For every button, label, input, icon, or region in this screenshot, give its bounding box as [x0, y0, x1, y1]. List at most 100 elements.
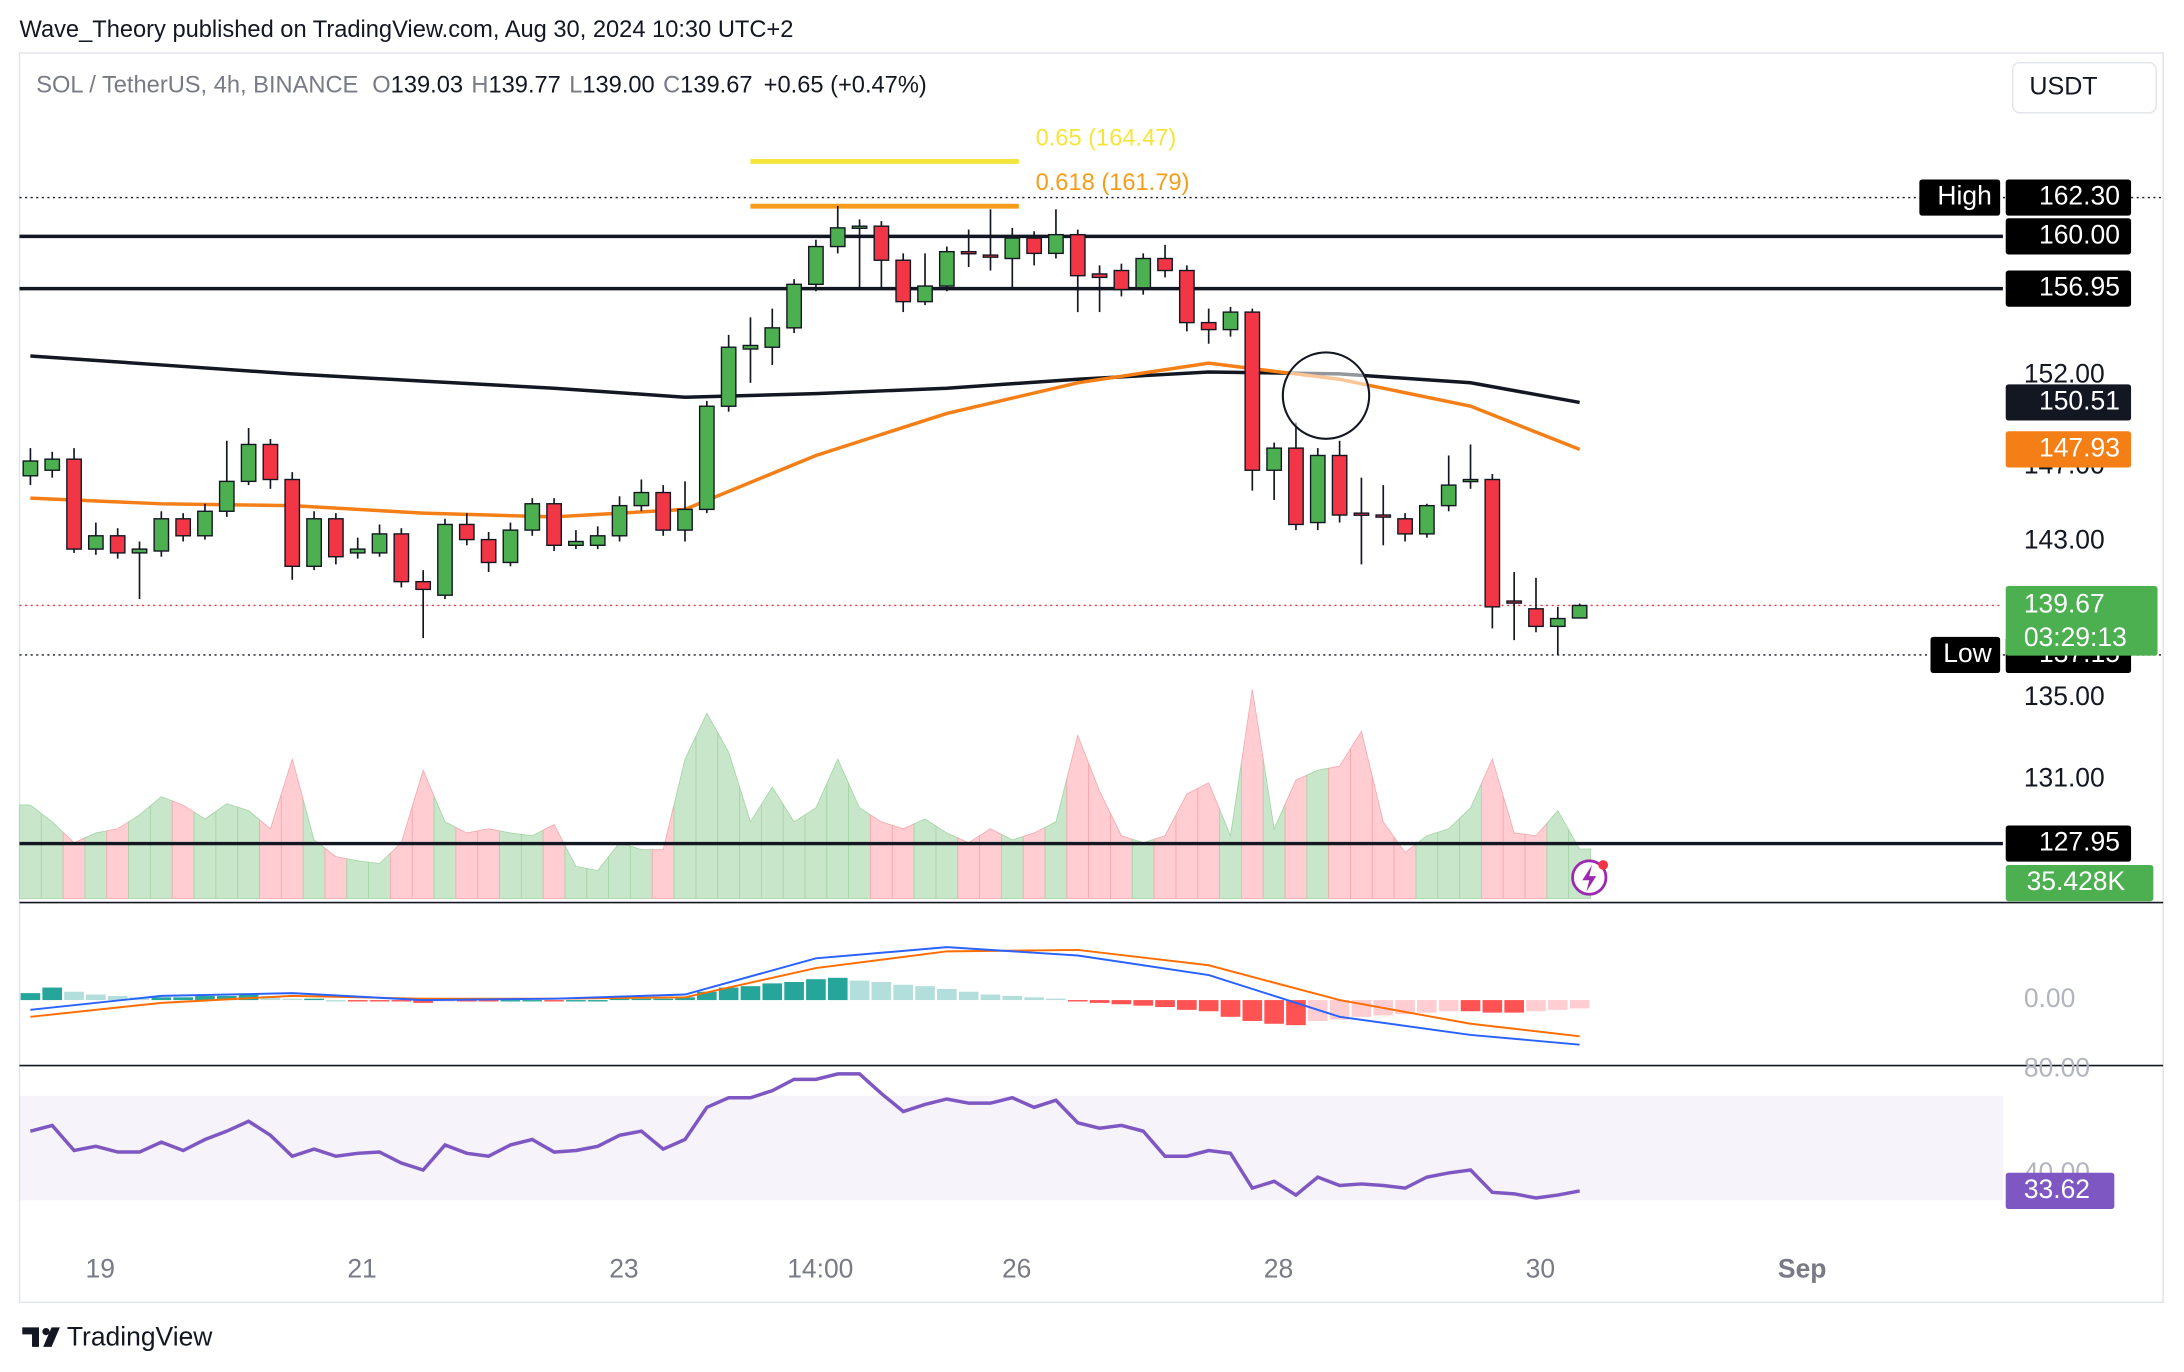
price-badge-label: 150.51 [2039, 385, 2120, 415]
macd-histogram-bar [675, 997, 695, 1001]
macd-histogram-bar [216, 995, 237, 1001]
y-tick-label: 131.00 [2024, 763, 2105, 793]
macd-histogram-bar [173, 997, 193, 1001]
volume-area [259, 793, 282, 899]
macd-histogram-bar [718, 987, 739, 1001]
volume-area [782, 802, 806, 899]
macd-histogram-bar [86, 994, 106, 1001]
macd-histogram-bar [500, 1000, 521, 1002]
price-badge [2005, 218, 2132, 255]
candle-body [742, 344, 759, 350]
alert-icon [1571, 859, 1609, 896]
volume-area [630, 845, 653, 899]
volume-area [40, 812, 64, 899]
volume-area [1131, 838, 1155, 899]
x-tick-label: 14:00 [787, 1253, 853, 1283]
candle-body [131, 548, 148, 554]
brand-logo [22, 1327, 60, 1347]
macd-histogram-bar [762, 983, 783, 1001]
candle-body [1288, 447, 1304, 526]
ohlc-key: L [569, 73, 582, 99]
publisher: Wave_Theory published on TradingView.com… [19, 17, 793, 43]
y-tick-label: 152.00 [2024, 359, 2105, 389]
currency[interactable]: USDT [2029, 72, 2097, 100]
candle-body [218, 480, 235, 512]
level-tag-label: High [1937, 181, 1991, 211]
ohlc-value: 139.00 [582, 73, 654, 99]
candle-body [87, 535, 104, 550]
candle-body [1397, 518, 1413, 535]
volume-area [1110, 813, 1133, 899]
rsi-band [19, 1095, 2003, 1201]
volume-area [520, 829, 544, 899]
candle-body [524, 503, 541, 531]
macd-histogram-bar [653, 998, 674, 1001]
volume-area [1219, 762, 1242, 899]
ohlc-value: 139.77 [488, 73, 560, 99]
macd-tick-label: 0.00 [2024, 983, 2076, 1013]
volume-area [1262, 759, 1286, 899]
price-badge-label: 127.95 [2039, 827, 2120, 857]
candle-body [1113, 269, 1130, 291]
candle-body [1266, 447, 1283, 471]
macd-histogram-bar [631, 998, 652, 1001]
candle-body [109, 535, 126, 554]
alert-icon-bolt [1582, 864, 1597, 892]
candle-body [1178, 269, 1195, 324]
currency-button[interactable] [2011, 61, 2157, 114]
volume-area [1044, 778, 1068, 899]
last-price-badge [2005, 585, 2158, 656]
symbol-legend: SOL / TetherUS, 4h, BINANCE O139.03 H139.7… [36, 73, 927, 99]
volume-area [564, 845, 588, 899]
macd-histogram-bar [1242, 1000, 1263, 1021]
macd-histogram-bar [522, 1000, 543, 1002]
macd-histogram-bar [347, 1000, 368, 1002]
volume-area [237, 806, 260, 899]
volume-area [1328, 747, 1351, 899]
volume-area [411, 769, 435, 899]
candle-body [1069, 233, 1086, 277]
macd-histogram-bar [1198, 1000, 1219, 1012]
macd-histogram-bar [1286, 1000, 1306, 1026]
macd-histogram-bar [1155, 1000, 1175, 1008]
candle-body [66, 458, 82, 550]
ohlc-value: 139.67 [680, 73, 752, 99]
chart-frame [18, 52, 2164, 1304]
volume-area [1415, 831, 1439, 899]
volume-area [128, 804, 151, 899]
macd-histogram-bar [1111, 1000, 1132, 1005]
candle-body [1440, 484, 1457, 507]
macd-histogram-bar [282, 998, 303, 1001]
candle-body [240, 443, 257, 483]
macd-histogram-bar [697, 991, 717, 1001]
candle-body [502, 529, 519, 564]
ohlc-key: H [471, 73, 488, 99]
price-badge [2005, 179, 2132, 216]
volume-area [171, 800, 195, 899]
volume-area [1284, 774, 1308, 899]
macd-histogram-bar [1526, 1000, 1546, 1012]
candle-body [1200, 321, 1217, 331]
macd-histogram-bar [1089, 1000, 1110, 1003]
x-tick-label: 28 [1264, 1253, 1293, 1283]
brand: TradingView [67, 1322, 213, 1352]
change: +0.65 (+0.47%) [764, 73, 927, 99]
x-tick-label: 26 [1002, 1253, 1031, 1283]
candle-body [1375, 514, 1392, 518]
level-tag [1930, 636, 2001, 674]
macd-histogram-bar [980, 994, 1001, 1001]
countdown: 03:29:13 [2024, 622, 2127, 652]
candle-body [1004, 237, 1021, 260]
candle-body [1026, 237, 1043, 255]
macd-histogram-bar [1264, 1000, 1284, 1024]
candle-body [1484, 478, 1501, 608]
macd-histogram-bar [740, 986, 761, 1001]
x-tick-label: Sep [1778, 1253, 1827, 1283]
candle-body [415, 580, 432, 591]
candle-body [655, 491, 672, 531]
last-price-label: 139.67 [2024, 588, 2105, 618]
candle-body [1244, 311, 1261, 471]
candle-body [1135, 257, 1152, 289]
y-tick-label: 135.00 [2024, 681, 2105, 711]
x-tick-label: 30 [1526, 1253, 1555, 1283]
